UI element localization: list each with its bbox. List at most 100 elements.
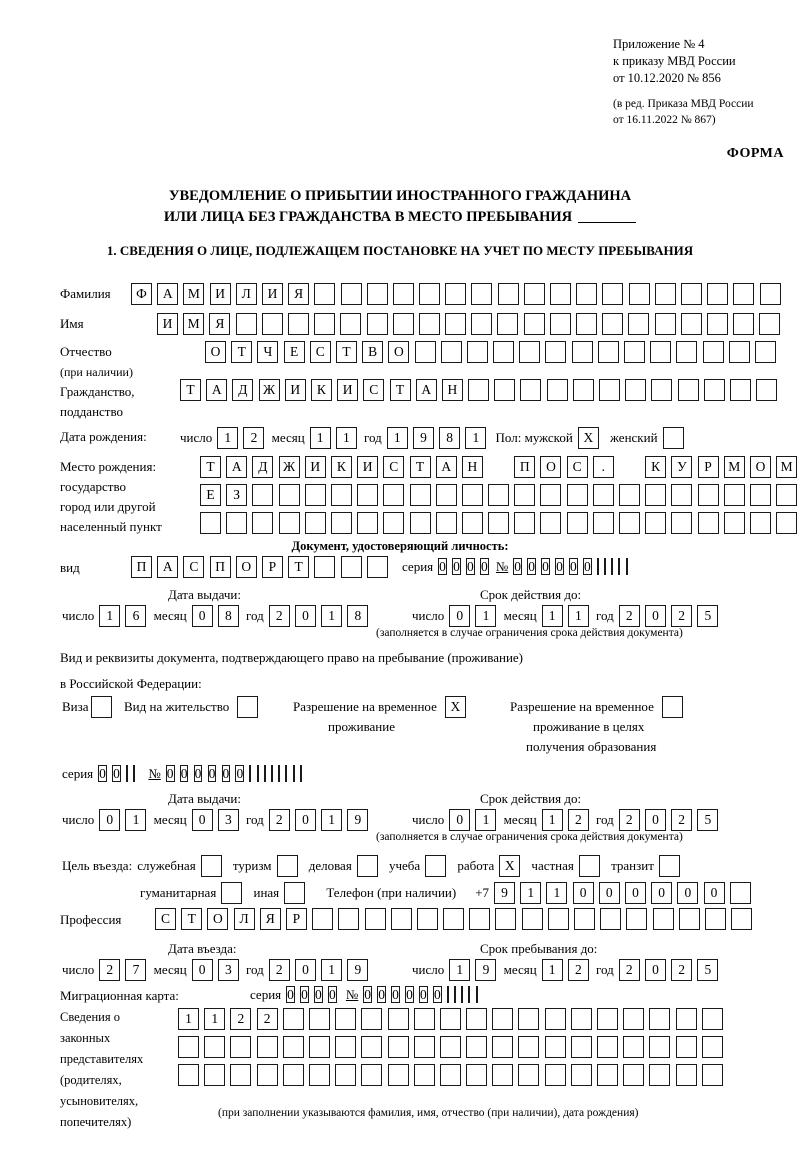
- stay-issue-year-d2[interactable]: 0: [294, 809, 316, 831]
- profession-cell-4[interactable]: Л: [233, 908, 255, 930]
- citizenship-cell-21[interactable]: [703, 379, 725, 401]
- doc-type-cell-3[interactable]: С: [183, 556, 205, 578]
- legal-l1-cell-17[interactable]: [597, 1008, 618, 1030]
- mcard-number-cell-10[interactable]: [468, 986, 471, 1003]
- stay-valid-day-d2[interactable]: 1: [475, 809, 497, 831]
- firstname-cell-24[interactable]: [759, 313, 781, 335]
- birthplace-l2-cell-19[interactable]: [671, 484, 693, 506]
- surname-cell-13[interactable]: [445, 283, 467, 305]
- firstname-cell-15[interactable]: [523, 313, 545, 335]
- birthplace-l1-cell-1[interactable]: Т: [200, 456, 221, 478]
- stay-issue-day-d1[interactable]: 0: [99, 809, 121, 831]
- legal-l2-cell-1[interactable]: [178, 1036, 199, 1058]
- doc-number-cell-2[interactable]: 0: [527, 558, 536, 575]
- stay-number-cell-7[interactable]: [249, 765, 252, 782]
- doc-series-cell-3[interactable]: 0: [466, 558, 475, 575]
- legal-l2-cell-9[interactable]: [387, 1036, 409, 1058]
- birthplace-l2-cell-10[interactable]: [435, 484, 457, 506]
- birthplace-l3-cell-8[interactable]: [383, 512, 405, 534]
- birthplace-l3-cell-11[interactable]: [461, 512, 483, 534]
- residence-permit-checkbox[interactable]: [237, 696, 259, 718]
- citizenship-cell-12[interactable]: [468, 379, 490, 401]
- surname-cell-7[interactable]: Я: [288, 283, 310, 305]
- birthplace-l1-cell-9[interactable]: Т: [409, 456, 431, 478]
- stayu-day-d2[interactable]: 9: [475, 959, 497, 981]
- legal-l2-cell-21[interactable]: [701, 1036, 723, 1058]
- phone-cell-9[interactable]: 0: [703, 882, 725, 904]
- doc-valid-day-d2[interactable]: 1: [475, 605, 497, 627]
- citizenship-cell-14[interactable]: [520, 379, 542, 401]
- purpose-checkbox-7[interactable]: [658, 855, 680, 877]
- birth-day-d2[interactable]: 2: [243, 427, 265, 449]
- citizenship-cell-23[interactable]: [756, 379, 778, 401]
- patronymic-cell-3[interactable]: Ч: [257, 341, 279, 363]
- legal-l1-cell-4[interactable]: 2: [256, 1008, 278, 1030]
- firstname-cell-12[interactable]: [445, 313, 467, 335]
- birthplace-l1-cell-16[interactable]: .: [592, 456, 614, 478]
- doc-number-cell-8[interactable]: [604, 558, 607, 575]
- mcard-number-cell-1[interactable]: 0: [363, 986, 373, 1003]
- patronymic-cell-4[interactable]: Е: [283, 341, 305, 363]
- legal-l3-cell-18[interactable]: [623, 1064, 645, 1086]
- doc-valid-month-d2[interactable]: 1: [567, 605, 589, 627]
- doc-issue-year-d2[interactable]: 0: [294, 605, 316, 627]
- doc-type-cell-10[interactable]: [366, 556, 388, 578]
- legal-l2-cell-18[interactable]: [623, 1036, 645, 1058]
- sex-male-checkbox[interactable]: X: [577, 427, 599, 449]
- profession-cell-1[interactable]: С: [155, 908, 176, 930]
- doc-number-cell-3[interactable]: 0: [541, 558, 550, 575]
- profession-cell-2[interactable]: Т: [181, 908, 203, 930]
- legal-l1-cell-16[interactable]: [570, 1008, 592, 1030]
- surname-cell-15[interactable]: [497, 283, 519, 305]
- doc-valid-month-d1[interactable]: 1: [541, 605, 563, 627]
- legal-l3-cell-12[interactable]: [466, 1064, 488, 1086]
- birthplace-l2-cell-17[interactable]: [619, 484, 640, 506]
- patronymic-cell-21[interactable]: [728, 341, 750, 363]
- birthplace-l2-cell-6[interactable]: [330, 484, 352, 506]
- stay-issue-year-d4[interactable]: 9: [347, 809, 369, 831]
- birthplace-l1-cell-18[interactable]: К: [645, 456, 667, 478]
- legal-l1-cell-18[interactable]: [623, 1008, 645, 1030]
- firstname-cell-16[interactable]: [549, 313, 571, 335]
- patronymic-cell-13[interactable]: [519, 341, 541, 363]
- stay-issue-month-d1[interactable]: 0: [191, 809, 213, 831]
- surname-cell-19[interactable]: [602, 283, 624, 305]
- legal-l1-cell-6[interactable]: [308, 1008, 330, 1030]
- stay-series-cell-3[interactable]: [126, 765, 129, 782]
- doc-type-cell-1[interactable]: П: [131, 556, 152, 578]
- phone-cell-1[interactable]: 9: [494, 882, 516, 904]
- entry-year-d1[interactable]: 2: [268, 959, 290, 981]
- legal-l2-cell-3[interactable]: [230, 1036, 252, 1058]
- birthplace-l1-cell-17[interactable]: [619, 456, 640, 478]
- legal-l1-cell-15[interactable]: [544, 1008, 566, 1030]
- legal-reps-line2-input[interactable]: [178, 1036, 728, 1058]
- citizenship-cell-7[interactable]: И: [337, 379, 359, 401]
- profession-cell-8[interactable]: [338, 908, 360, 930]
- mcard-number-cell-4[interactable]: 0: [405, 986, 414, 1003]
- legal-l3-cell-16[interactable]: [570, 1064, 592, 1086]
- birthplace-l1-cell-2[interactable]: А: [226, 456, 248, 478]
- mcard-number-cell-6[interactable]: 0: [432, 986, 442, 1003]
- birthplace-l3-cell-14[interactable]: [540, 512, 562, 534]
- firstname-cell-20[interactable]: [654, 313, 676, 335]
- legal-l1-cell-19[interactable]: [649, 1008, 671, 1030]
- purpose-row-1[interactable]: Цель въезда: служебная туризм деловая учеба…: [60, 855, 685, 877]
- legal-l2-cell-16[interactable]: [570, 1036, 592, 1058]
- birthplace-l3-cell-1[interactable]: [200, 512, 221, 534]
- stay-doc-option-residence[interactable]: Вид на жительство: [122, 696, 263, 718]
- stay-valid-year-d1[interactable]: 2: [618, 809, 640, 831]
- mcard-number-cell-11[interactable]: [475, 986, 478, 1003]
- legal-l1-cell-3[interactable]: 2: [230, 1008, 252, 1030]
- patronymic-cell-6[interactable]: Т: [335, 341, 357, 363]
- firstname-cell-19[interactable]: [628, 313, 650, 335]
- citizenship-cell-1[interactable]: Т: [180, 379, 201, 401]
- doc-series-cell-2[interactable]: 0: [452, 558, 461, 575]
- citizenship-cell-8[interactable]: С: [363, 379, 385, 401]
- patronymic-cell-7[interactable]: В: [362, 341, 384, 363]
